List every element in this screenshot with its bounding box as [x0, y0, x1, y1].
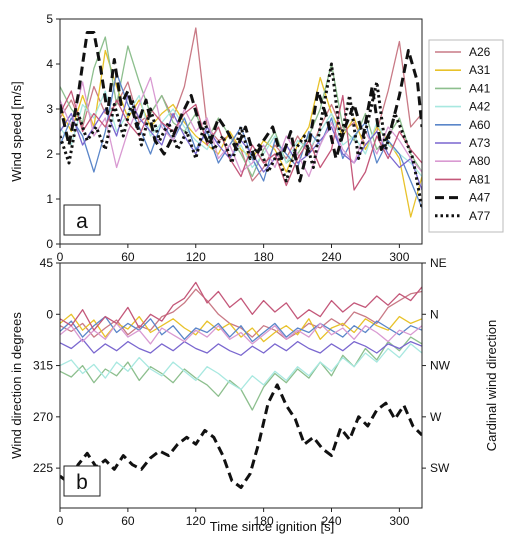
right-tick-label: W	[430, 410, 442, 424]
x-tick-label: 0	[57, 250, 64, 264]
series-line-a47	[60, 383, 422, 489]
legend-label-a41: A41	[469, 81, 491, 95]
legend-label-a81: A81	[469, 172, 491, 186]
legend-label-a77: A77	[469, 209, 491, 223]
panel-a: 0 60 120 180 240 300 0 1 2 3 4 5 Wind speed [m/s] a A2…	[9, 12, 504, 264]
series-line-a77	[60, 62, 422, 209]
right-axis-label: Cardinal wind direction	[484, 320, 499, 452]
y-tick-label: 45	[40, 256, 54, 270]
legend-label-a26: A26	[469, 45, 491, 59]
y-tick-label: 2	[46, 147, 53, 161]
right-tick-label: NE	[430, 256, 447, 270]
x-tick-label: 240	[321, 514, 341, 528]
y-tick-label: 3	[46, 102, 53, 116]
legend-label-a73: A73	[469, 136, 491, 150]
x-tick-label: 60	[121, 514, 135, 528]
x-tick-label: 300	[389, 514, 409, 528]
legend-label-a42: A42	[469, 100, 491, 114]
right-tick-label: SW	[430, 461, 450, 475]
x-tick-label: 120	[186, 250, 206, 264]
panel-tag-box	[63, 204, 101, 236]
legend-label-a47: A47	[469, 191, 491, 205]
series-group	[60, 281, 422, 489]
legend-label-a60: A60	[469, 118, 491, 132]
y-tick-label: 315	[33, 359, 53, 373]
series-line-a26	[60, 288, 422, 340]
legend-label-a80: A80	[469, 154, 491, 168]
series-line-a81	[60, 281, 422, 331]
right-tick-label: N	[430, 307, 439, 321]
panel-tag-label: b	[76, 471, 88, 494]
panel-b: 0 60 120 180 240 300 225 SW 270 W 315 NW 0 N 45 NE Wind …	[9, 256, 499, 528]
x-tick-label: 240	[321, 250, 341, 264]
panel-tag-box	[63, 465, 101, 497]
y-tick-label: 1	[46, 192, 53, 206]
y-tick-label: 4	[46, 57, 53, 71]
right-tick-label: NW	[430, 359, 451, 373]
x-axis-label: Time since ignition [s]	[210, 519, 335, 534]
series-line-a31	[60, 313, 422, 343]
series-line-a73	[60, 338, 422, 356]
y-axis-label: Wind direction in degrees	[9, 312, 24, 459]
y-tick-label: 5	[46, 12, 53, 26]
x-tick-label: 180	[254, 250, 274, 264]
legend-box	[428, 39, 504, 233]
series-line-a81	[60, 90, 422, 191]
y-tick-label: 0	[46, 237, 53, 251]
plot-frame	[59, 262, 423, 509]
legend-label-a31: A31	[469, 63, 491, 77]
series-line-a42	[60, 343, 422, 391]
y-tick-label: 0	[46, 307, 53, 321]
panel-tag-label: a	[76, 210, 88, 233]
series-group	[60, 27, 422, 218]
x-tick-label: 300	[389, 250, 409, 264]
x-tick-label: 120	[186, 514, 206, 528]
x-tick-label: 180	[254, 514, 274, 528]
y-tick-label: 225	[33, 461, 53, 475]
plot-frame	[59, 18, 423, 245]
x-tick-label: 60	[121, 250, 135, 264]
y-axis-label: Wind speed [m/s]	[9, 81, 24, 181]
series-line-a80	[60, 322, 422, 345]
y-tick-label: 270	[33, 410, 53, 424]
x-tick-label: 0	[57, 514, 64, 528]
series-line-a31	[60, 49, 422, 218]
